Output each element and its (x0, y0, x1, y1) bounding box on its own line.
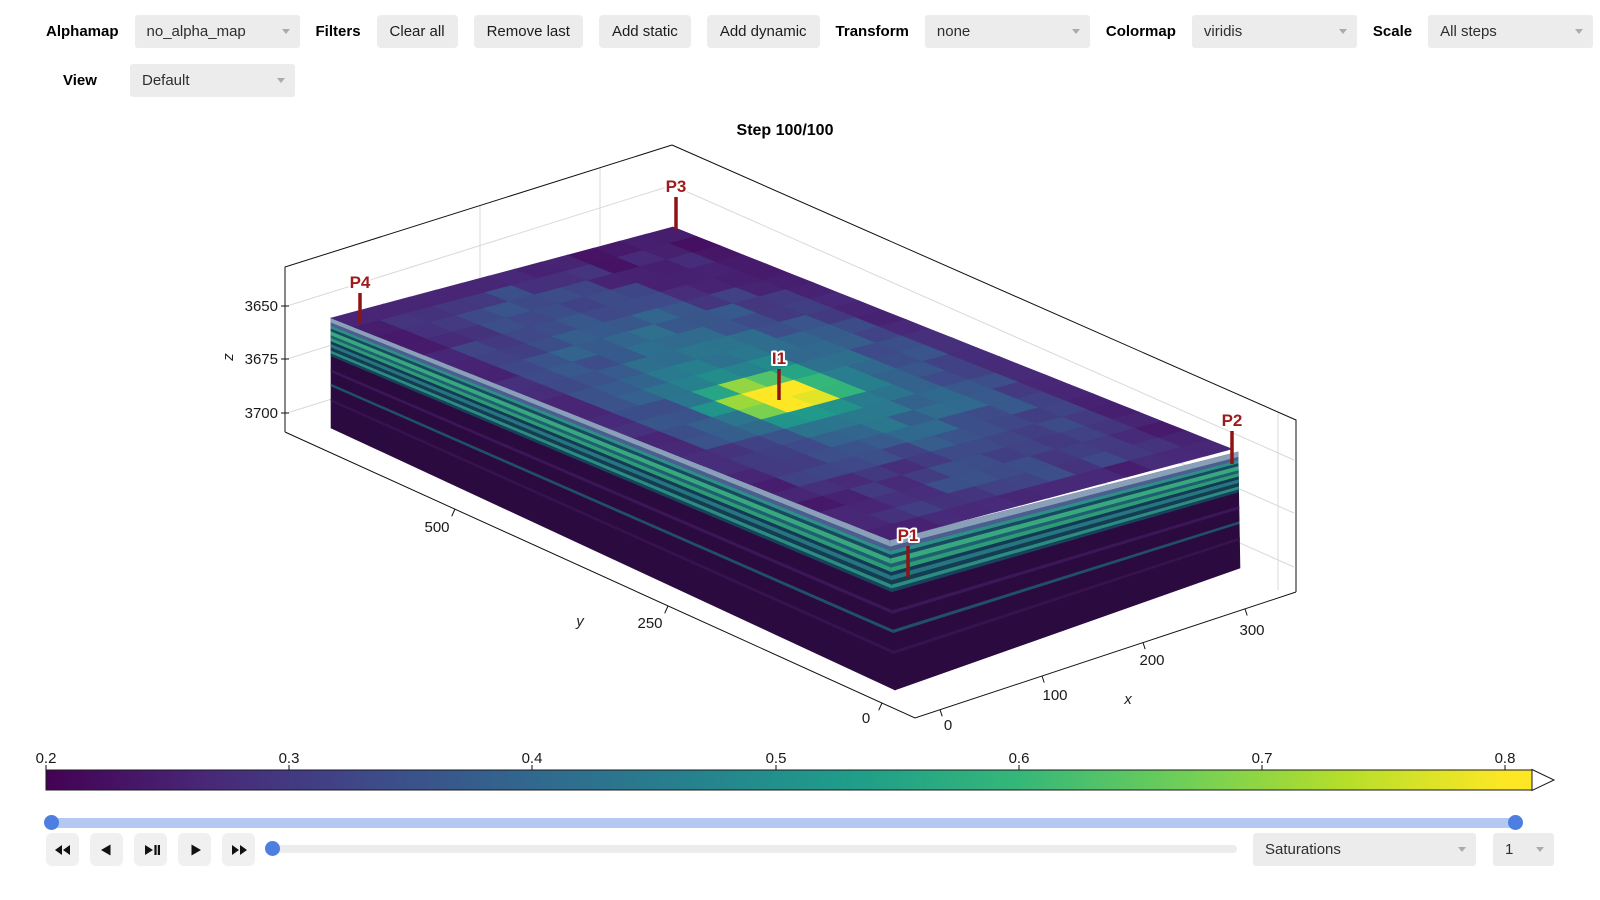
colorbar-arrow (1531, 768, 1556, 792)
z-tick-label: 3675 (245, 351, 278, 368)
playback-controls (46, 833, 255, 866)
colorbar-tick-label: 0.2 (36, 750, 57, 767)
play-pause-button[interactable] (134, 833, 167, 866)
add-dynamic-button[interactable]: Add dynamic (706, 15, 820, 48)
remove-last-button[interactable]: Remove last (473, 15, 583, 48)
scale-value: All steps (1440, 23, 1497, 40)
play-icon (191, 844, 201, 855)
colormap-value: viridis (1203, 23, 1243, 40)
chevron-down-icon (1458, 847, 1466, 852)
alphamap-select[interactable]: no_alpha_map (134, 15, 300, 48)
x-tick-label: 0 (944, 717, 952, 734)
filters-label: Filters (315, 23, 361, 40)
y-tick-label: 0 (862, 710, 870, 727)
view-label: View (63, 72, 97, 89)
reservoir-model (330, 226, 1241, 691)
timestep-slider[interactable] (265, 845, 1237, 853)
y-axis-label: y (575, 613, 585, 630)
plot3d-viewport[interactable]: 3650 3675 3700 z 500 250 0 y 0 100 200 3… (0, 0, 1600, 745)
well-label-p1: P1 (898, 526, 919, 545)
colorbar-tick-label: 0.6 (1009, 750, 1030, 767)
alphamap-label: Alphamap (46, 23, 119, 40)
range-slider-right-handle[interactable] (1508, 815, 1523, 830)
colorbar-tick-label: 0.8 (1495, 750, 1516, 767)
axis3-frame (281, 144, 1297, 719)
x-tick-label: 100 (1042, 687, 1067, 704)
colormap-label: Colormap (1105, 23, 1176, 40)
x-axis-label: x (1123, 691, 1132, 708)
y-tick-label: 250 (637, 615, 662, 632)
timestep-slider-handle[interactable] (265, 841, 280, 856)
property-select[interactable]: Saturations (1253, 833, 1476, 866)
step-backward-icon (100, 844, 110, 855)
wells: P3 P4 I1 P2 P1 (348, 175, 1244, 577)
chevron-down-icon (1536, 847, 1544, 852)
chevron-down-icon (1575, 29, 1584, 34)
colorbar-tick-labels: 0.2 0.3 0.4 0.5 0.6 0.7 0.8 (36, 750, 1516, 771)
toolbar-row-2: View Default (46, 64, 295, 97)
scale-label: Scale (1372, 23, 1413, 40)
colorbar-tick-label: 0.3 (279, 750, 300, 767)
z-tick-label: 3700 (245, 405, 278, 422)
z-tick-label: 3650 (245, 298, 278, 315)
transform-select[interactable]: none (924, 15, 1090, 48)
colorbar-gradient (45, 769, 1533, 791)
well-label-i1: I1 (772, 349, 786, 368)
range-slider-left-handle[interactable] (44, 815, 59, 830)
plot3d-canvas: 3650 3675 3700 z 500 250 0 y 0 100 200 3… (220, 144, 1297, 734)
fast-backward-button[interactable] (46, 833, 79, 866)
index-value: 1 (1505, 841, 1514, 858)
fast-forward-icon (231, 844, 247, 855)
play-button[interactable] (178, 833, 211, 866)
well-label-p3: P3 (666, 177, 687, 196)
axis3-tick-labels: 3650 3675 3700 z 500 250 0 y 0 100 200 3… (220, 298, 1265, 734)
colorbar-range-slider[interactable] (46, 818, 1522, 828)
transform-value: none (936, 23, 971, 40)
well-label-p2: P2 (1222, 411, 1243, 430)
index-select[interactable]: 1 (1493, 833, 1554, 866)
colorbar-tick-label: 0.7 (1252, 750, 1273, 767)
well-label-p4: P4 (350, 273, 371, 292)
chevron-down-icon (277, 78, 285, 83)
transform-label: Transform (835, 23, 909, 40)
chevron-down-icon (281, 29, 290, 34)
alphamap-value: no_alpha_map (146, 23, 246, 40)
view-value: Default (142, 72, 190, 89)
play-pause-icon (144, 844, 160, 855)
view-select[interactable]: Default (130, 64, 295, 97)
property-value: Saturations (1265, 841, 1341, 858)
toolbar-row-1: Alphamap no_alpha_map Filters Clear all … (46, 15, 1594, 48)
colorbar-tick-label: 0.5 (766, 750, 787, 767)
fast-forward-button[interactable] (222, 833, 255, 866)
y-tick-label: 500 (424, 519, 449, 536)
x-tick-label: 300 (1239, 622, 1264, 639)
scale-select[interactable]: All steps (1428, 15, 1594, 48)
fast-backward-icon (54, 844, 70, 855)
colormap-select[interactable]: viridis (1191, 15, 1357, 48)
x-tick-label: 200 (1139, 652, 1164, 669)
clear-all-button[interactable]: Clear all (376, 15, 458, 48)
step-backward-button[interactable] (90, 833, 123, 866)
colorbar-tick-label: 0.4 (522, 750, 543, 767)
plot-title: Step 100/100 (736, 122, 834, 139)
z-axis-label: z (220, 353, 237, 362)
chevron-down-icon (1071, 29, 1080, 34)
colorbar: 0.2 0.3 0.4 0.5 0.6 0.7 0.8 (36, 750, 1556, 792)
add-static-button[interactable]: Add static (598, 15, 691, 48)
chevron-down-icon (1338, 29, 1347, 34)
